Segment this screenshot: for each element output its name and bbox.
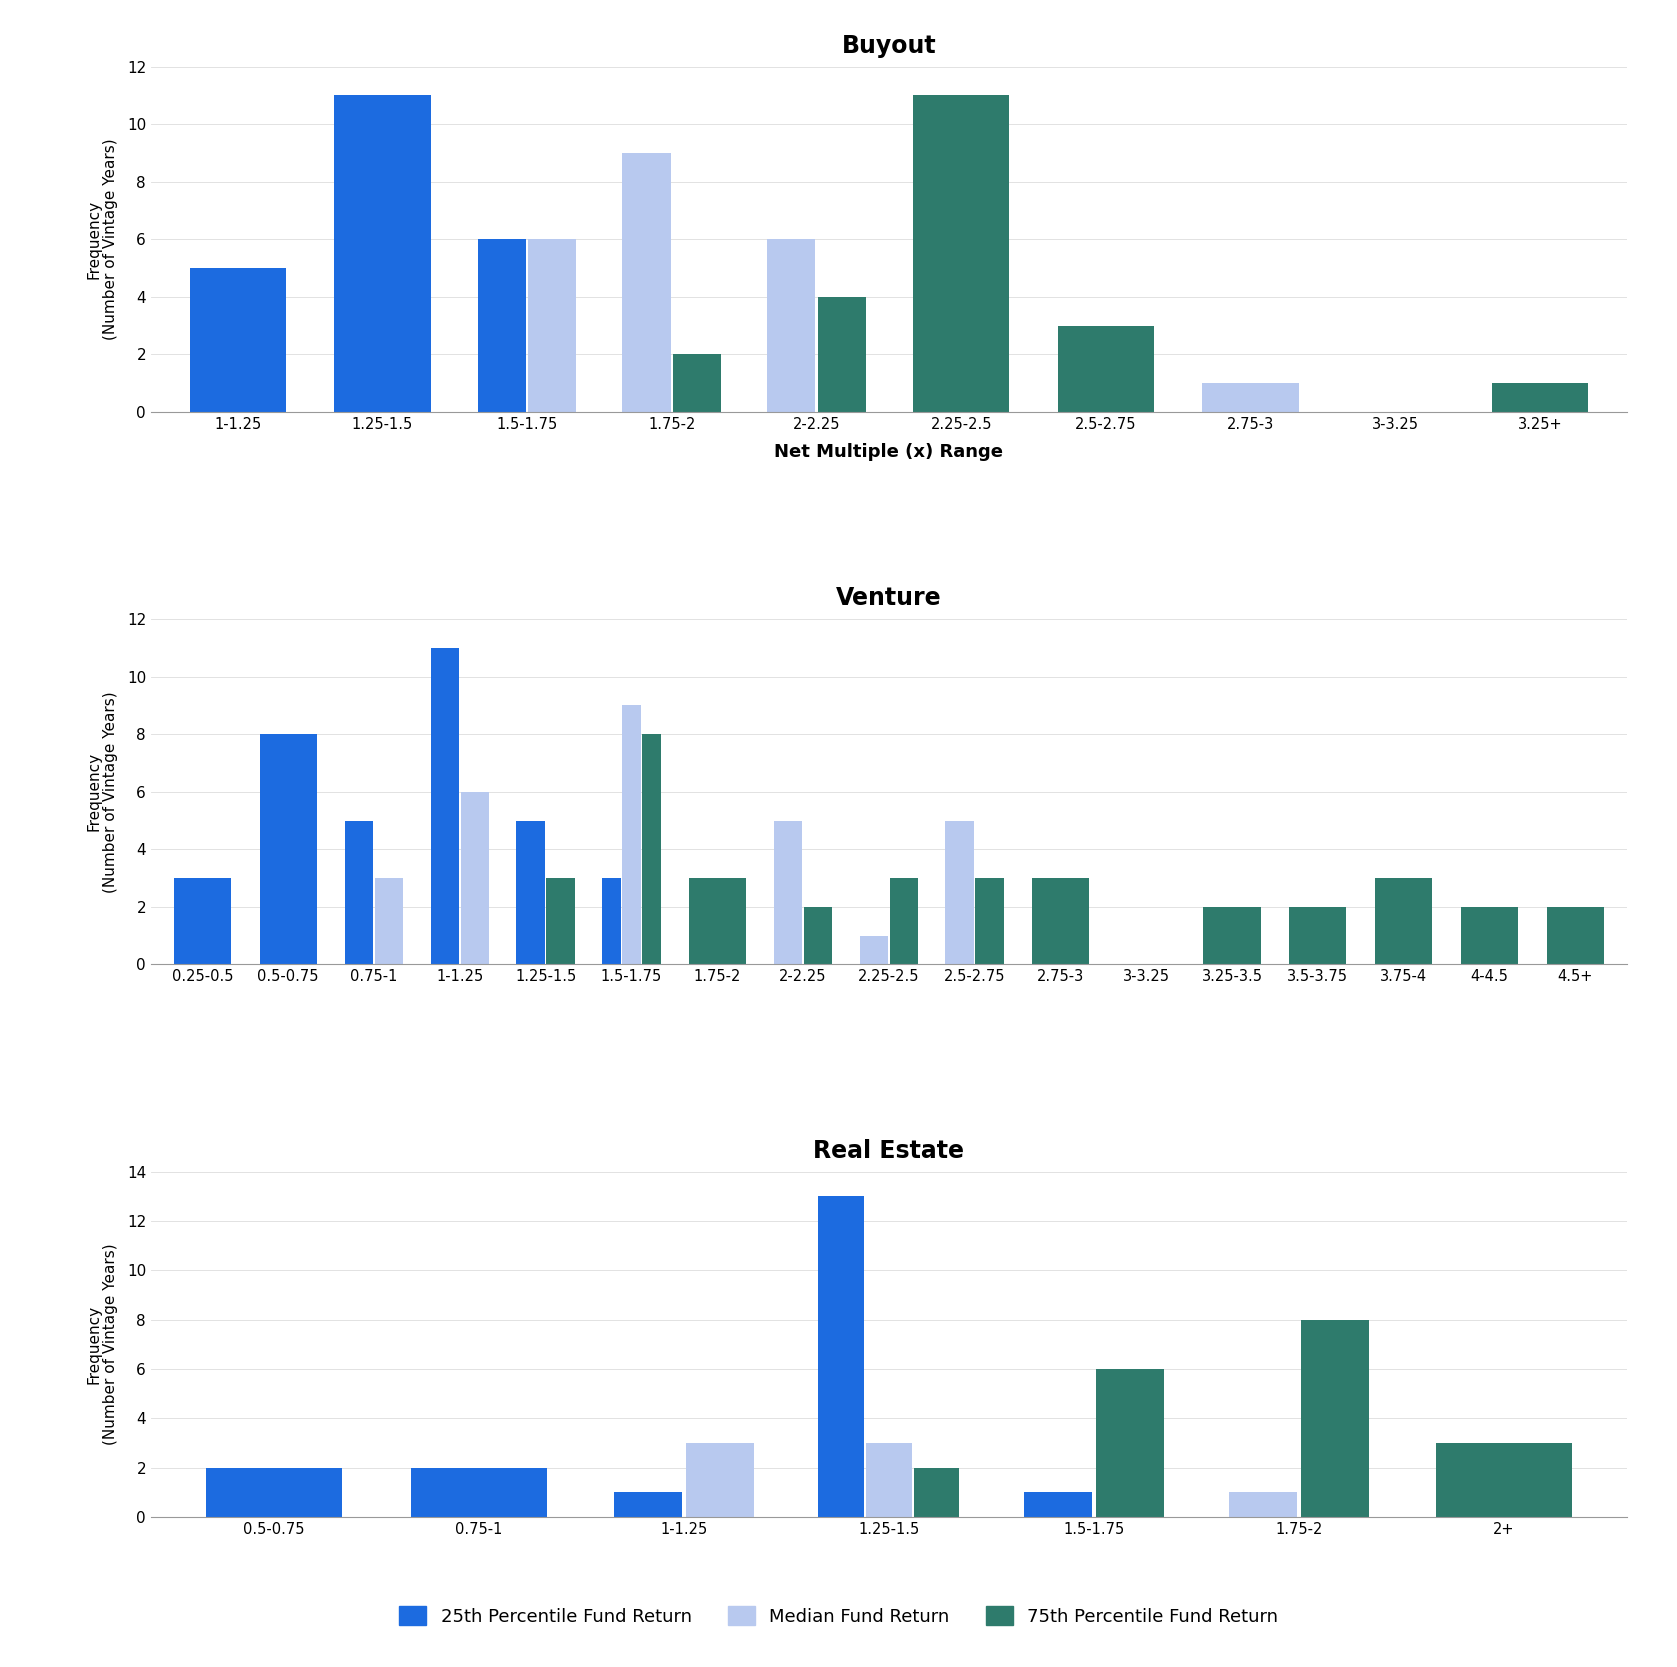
Bar — [1461, 907, 1518, 965]
Y-axis label: Frequency
(Number of Vintage Years): Frequency (Number of Vintage Years) — [86, 692, 119, 892]
Bar — [1095, 1369, 1164, 1517]
Bar — [1301, 1320, 1368, 1517]
Bar — [260, 733, 317, 965]
Bar — [1229, 1492, 1296, 1517]
Y-axis label: Frequency
(Number of Vintage Years): Frequency (Number of Vintage Years) — [86, 138, 119, 340]
Bar — [976, 879, 1005, 965]
Bar — [1202, 383, 1298, 412]
Bar — [946, 820, 974, 965]
Bar — [517, 820, 545, 965]
Bar — [766, 240, 815, 412]
Bar — [547, 879, 575, 965]
Bar — [622, 153, 671, 412]
Bar — [860, 935, 889, 965]
Bar — [686, 1444, 753, 1517]
Bar — [206, 1467, 342, 1517]
Bar — [174, 879, 231, 965]
Bar — [1375, 879, 1432, 965]
Bar — [689, 879, 746, 965]
Bar — [1290, 907, 1347, 965]
Bar — [1546, 907, 1603, 965]
Title: Buyout: Buyout — [842, 33, 936, 58]
Bar — [602, 879, 620, 965]
Bar — [672, 355, 721, 412]
Bar — [865, 1444, 912, 1517]
Y-axis label: Frequency
(Number of Vintage Years): Frequency (Number of Vintage Years) — [86, 1244, 119, 1445]
Bar — [642, 733, 661, 965]
Bar — [614, 1492, 683, 1517]
Bar — [190, 268, 285, 412]
Bar — [914, 1467, 959, 1517]
Bar — [622, 705, 641, 965]
Bar — [1025, 1492, 1092, 1517]
Bar — [1493, 383, 1588, 412]
Bar — [334, 95, 431, 412]
X-axis label: Net Multiple (x) Range: Net Multiple (x) Range — [775, 443, 1003, 462]
Title: Venture: Venture — [837, 587, 941, 610]
Bar — [803, 907, 832, 965]
Title: Real Estate: Real Estate — [813, 1139, 964, 1164]
Legend: 25th Percentile Fund Return, Median Fund Return, 75th Percentile Fund Return: 25th Percentile Fund Return, Median Fund… — [392, 1599, 1285, 1634]
Bar — [1436, 1444, 1571, 1517]
Bar — [818, 1197, 864, 1517]
Bar — [431, 648, 459, 965]
Bar — [528, 240, 577, 412]
Bar — [1031, 879, 1088, 965]
Bar — [478, 240, 527, 412]
Bar — [889, 879, 917, 965]
Bar — [818, 297, 865, 412]
Bar — [912, 95, 1010, 412]
Bar — [773, 820, 802, 965]
Bar — [1204, 907, 1261, 965]
Bar — [345, 820, 374, 965]
Bar — [1058, 325, 1154, 412]
Bar — [461, 792, 490, 965]
Bar — [374, 879, 402, 965]
Bar — [411, 1467, 547, 1517]
